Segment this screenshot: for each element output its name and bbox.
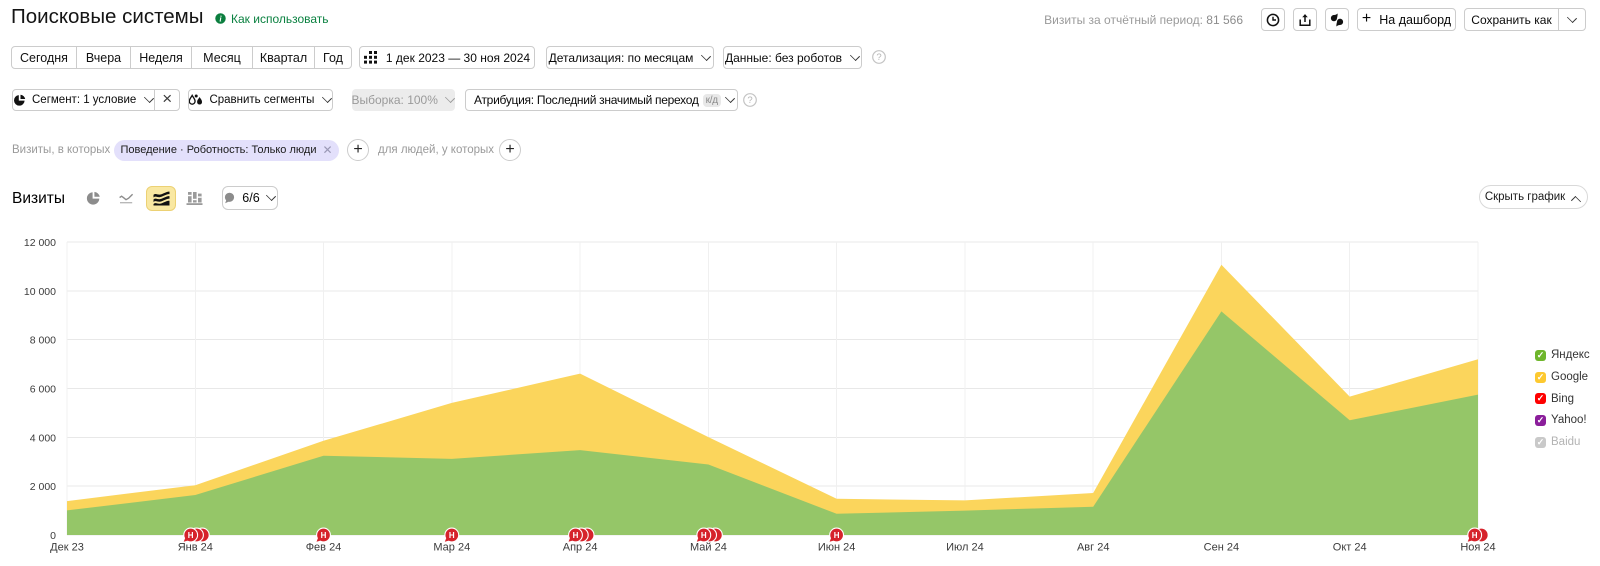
svg-text:Авг 24: Авг 24 bbox=[1077, 542, 1109, 554]
svg-text:Фев 24: Фев 24 bbox=[306, 542, 342, 554]
svg-text:10 000: 10 000 bbox=[24, 286, 56, 298]
svg-text:Апр 24: Апр 24 bbox=[563, 542, 598, 554]
svg-text:Дек 23: Дек 23 bbox=[50, 542, 84, 554]
svg-text:Н: Н bbox=[449, 531, 455, 540]
svg-text:12 000: 12 000 bbox=[24, 237, 56, 249]
svg-text:Н: Н bbox=[573, 531, 579, 540]
svg-text:Ноя 24: Ноя 24 bbox=[1460, 542, 1495, 554]
svg-text:?: ? bbox=[876, 52, 881, 63]
svg-text:Н: Н bbox=[701, 531, 707, 540]
svg-text:Н: Н bbox=[1472, 531, 1478, 540]
svg-text:Сен 24: Сен 24 bbox=[1204, 542, 1239, 554]
svg-text:2 000: 2 000 bbox=[30, 481, 56, 493]
svg-text:0: 0 bbox=[50, 530, 56, 542]
svg-text:Н: Н bbox=[834, 531, 840, 540]
svg-text:Май 24: Май 24 bbox=[690, 542, 727, 554]
svg-text:4 000: 4 000 bbox=[30, 432, 56, 444]
svg-text:Июн 24: Июн 24 bbox=[818, 542, 856, 554]
svg-text:6 000: 6 000 bbox=[30, 384, 56, 396]
svg-text:8 000: 8 000 bbox=[30, 335, 56, 347]
svg-text:Н: Н bbox=[321, 531, 327, 540]
svg-text:Июл 24: Июл 24 bbox=[946, 542, 984, 554]
svg-text:Н: Н bbox=[188, 531, 194, 540]
svg-text:Мар 24: Мар 24 bbox=[433, 542, 470, 554]
svg-text:i: i bbox=[219, 15, 222, 24]
svg-text:Окт 24: Окт 24 bbox=[1333, 542, 1367, 554]
svg-text:Янв 24: Янв 24 bbox=[178, 542, 213, 554]
svg-text:?: ? bbox=[747, 95, 752, 106]
